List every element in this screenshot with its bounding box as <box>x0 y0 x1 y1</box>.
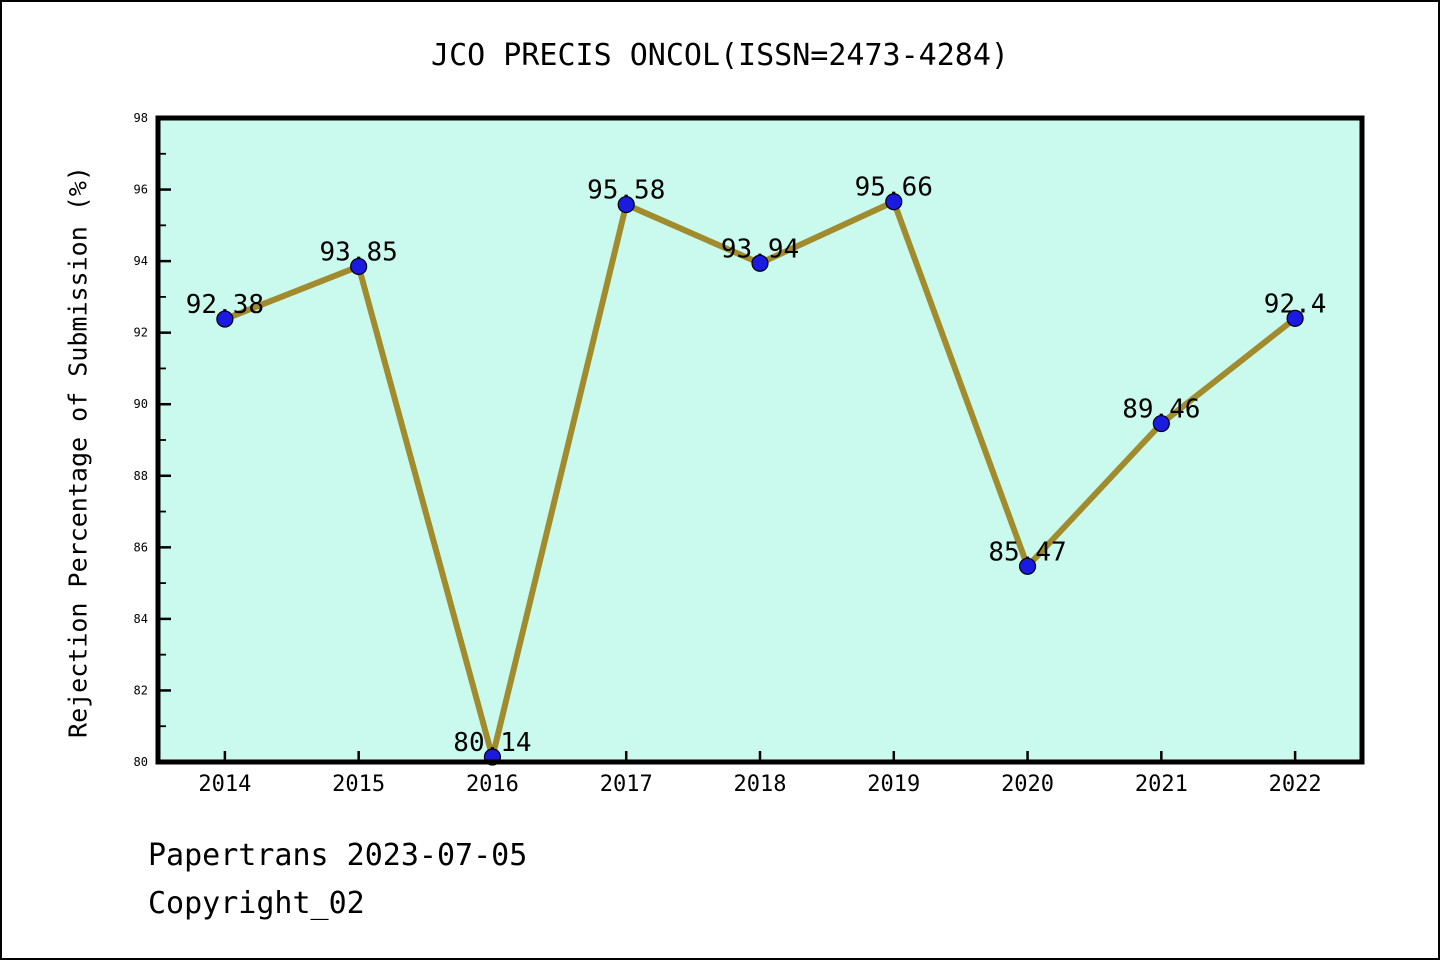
data-point <box>751 254 769 272</box>
data-point <box>1152 414 1170 433</box>
y-tick-label: 98 <box>134 111 148 125</box>
watermark-copyright: Copyright_02 <box>148 886 365 921</box>
y-tick-label: 92 <box>134 326 148 340</box>
x-tick-label: 2015 <box>332 772 385 797</box>
x-tick-label: 2019 <box>867 772 920 797</box>
y-tick-label: 82 <box>134 683 148 697</box>
y-tick-label: 80 <box>134 755 148 769</box>
x-tick-label: 2017 <box>600 772 653 797</box>
x-tick-label: 2014 <box>198 772 251 797</box>
watermark-date: Papertrans 2023-07-05 <box>148 838 528 873</box>
x-tick-label: 2020 <box>1001 772 1054 797</box>
y-tick-label: 96 <box>134 183 148 197</box>
x-tick-label: 2022 <box>1269 772 1322 797</box>
x-tick-label: 2021 <box>1135 772 1188 797</box>
x-tick-label: 2016 <box>466 772 519 797</box>
y-tick-label: 94 <box>134 254 148 268</box>
data-point <box>617 195 635 214</box>
x-tick-label: 2018 <box>734 772 787 797</box>
chart-title: JCO PRECIS ONCOL(ISSN=2473-4284) <box>431 38 1009 73</box>
plot-area <box>158 118 1362 762</box>
y-tick-label: 86 <box>134 540 148 554</box>
data-point <box>1286 309 1304 327</box>
data-point <box>350 257 368 276</box>
y-tick-label: 84 <box>134 612 148 626</box>
data-point <box>1018 557 1037 575</box>
plot-border <box>155 115 1365 765</box>
data-point <box>885 193 903 211</box>
data-point <box>216 310 234 328</box>
y-tick-label: 88 <box>134 469 148 483</box>
y-tick-label: 90 <box>134 397 148 411</box>
